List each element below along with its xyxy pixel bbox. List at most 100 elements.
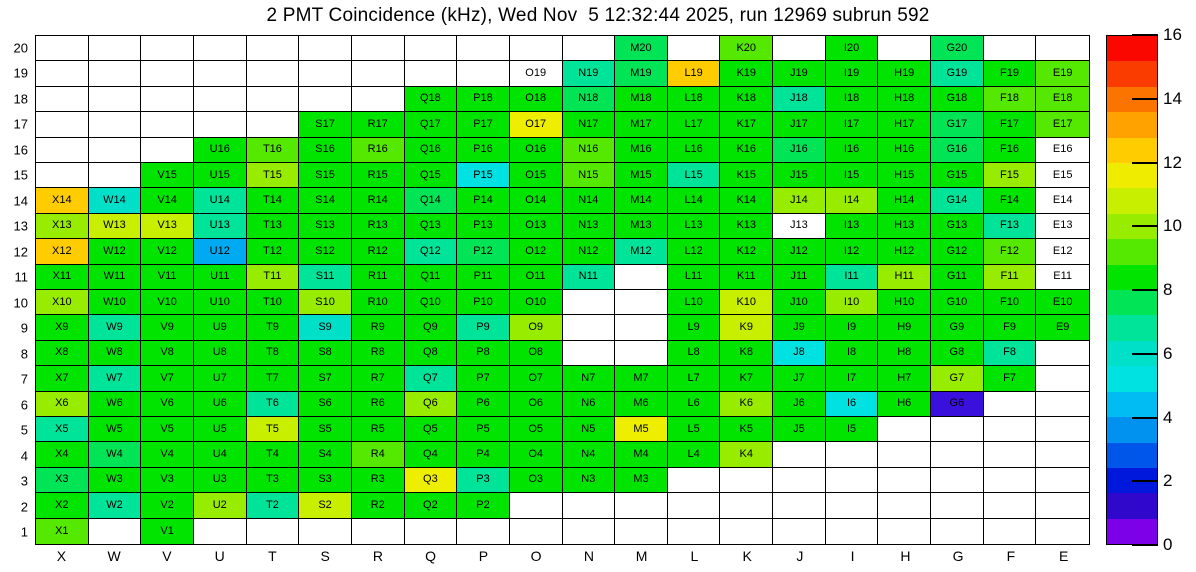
heatmap-cell-empty (36, 162, 89, 189)
heatmap-cell: W12 (88, 239, 142, 265)
heatmap-cell: L4 (667, 442, 721, 468)
heatmap-cell: M12 (615, 239, 668, 265)
heatmap-cell: V10 (141, 289, 194, 316)
heatmap-cell: N15 (562, 162, 616, 189)
heatmap-cell-empty (141, 112, 194, 138)
y-axis-tick-label: 13 (13, 218, 28, 234)
heatmap-cell-empty (984, 518, 1037, 544)
heatmap-cell: V12 (141, 239, 194, 265)
heatmap-cell: K11 (720, 264, 774, 290)
heatmap-cell-empty (825, 493, 879, 519)
heatmap-cell: X10 (36, 289, 89, 316)
y-axis-tick-label: 2 (20, 499, 28, 515)
heatmap-cell: K12 (720, 239, 774, 265)
heatmap-cell: Q16 (404, 137, 458, 163)
heatmap-cell: T6 (246, 391, 300, 417)
heatmap-cell: S3 (299, 467, 352, 494)
heatmap-cell: U16 (193, 137, 247, 163)
heatmap-cell: F9 (983, 315, 1037, 341)
heatmap-cell: W11 (88, 264, 142, 290)
heatmap-cell-empty (193, 36, 247, 62)
heatmap-cell: L14 (667, 188, 721, 214)
heatmap-cell: X14 (36, 188, 89, 214)
heatmap-cell: U14 (193, 188, 247, 214)
heatmap-cell: K14 (720, 188, 774, 214)
colorbar-tick-mark (1132, 34, 1158, 36)
heatmap-cell: I6 (825, 391, 879, 417)
heatmap-cell: X2 (36, 493, 89, 519)
colorbar-tick-label: 4 (1163, 407, 1173, 427)
x-axis-tick-label: S (320, 548, 330, 564)
heatmap-cell: V6 (141, 391, 194, 417)
y-axis-tick-label: 6 (20, 397, 28, 413)
heatmap-cell: O3 (509, 467, 563, 494)
heatmap-cell-empty (247, 518, 300, 544)
heatmap-cell: P3 (457, 467, 510, 494)
x-axis-tick-label: T (268, 548, 277, 564)
y-axis-tick-label: 20 (13, 40, 28, 56)
heatmap-cell: G20 (931, 36, 984, 62)
heatmap-cell-empty (931, 467, 984, 494)
heatmap-cell: K7 (720, 366, 774, 392)
heatmap-cell-empty (88, 162, 142, 189)
heatmap-cell: T4 (246, 442, 300, 468)
heatmap-cell-empty (720, 518, 774, 544)
colorbar-tick-mark (1132, 225, 1158, 228)
heatmap-cell: F14 (983, 188, 1037, 214)
heatmap-cell-empty (36, 61, 89, 87)
heatmap-cell-empty (509, 493, 563, 519)
heatmap-cell-empty (457, 36, 510, 62)
heatmap-cell: J15 (773, 162, 826, 189)
heatmap-cell: L15 (667, 162, 721, 189)
heatmap-cell: Q6 (404, 391, 458, 417)
heatmap-cell-empty (615, 493, 668, 519)
heatmap-cell: U13 (193, 213, 247, 240)
heatmap-cell: O9 (509, 315, 563, 341)
heatmap-cell: Q7 (404, 366, 458, 392)
heatmap-cell-empty (983, 442, 1037, 468)
heatmap-cell: U2 (193, 493, 247, 519)
heatmap-cell: E16 (1036, 137, 1089, 163)
heatmap-cell: G15 (931, 162, 984, 189)
heatmap-cell-empty (562, 315, 616, 341)
heatmap-cell: M7 (615, 366, 668, 392)
heatmap-cell: M5 (615, 416, 668, 443)
heatmap-cell: O18 (509, 86, 563, 113)
heatmap-cell: U3 (193, 467, 247, 494)
colorbar-band (1107, 239, 1157, 265)
colorbar (1106, 35, 1158, 545)
heatmap-cell: O7 (509, 366, 563, 392)
heatmap-cell: T15 (246, 162, 300, 189)
heatmap-cell-empty (615, 289, 668, 316)
heatmap-cell: V8 (141, 340, 194, 367)
heatmap-cell-empty (931, 416, 984, 443)
heatmap-cell: S12 (299, 239, 352, 265)
heatmap-cell: K4 (720, 442, 774, 468)
heatmap-cell: U11 (193, 264, 247, 290)
heatmap-cell: G18 (931, 86, 984, 113)
heatmap-cell: R3 (351, 467, 405, 494)
heatmap-cell-empty (931, 493, 984, 519)
heatmap-cell: J16 (773, 137, 826, 163)
heatmap-cell-empty (299, 518, 352, 544)
heatmap-cell: I16 (825, 137, 879, 163)
heatmap-cell: T8 (246, 340, 300, 367)
heatmap-cell: M20 (615, 36, 668, 62)
y-axis-tick-label: 15 (13, 167, 28, 183)
colorbar-tick-mark (1132, 161, 1158, 164)
heatmap-cell: O5 (509, 416, 563, 443)
heatmap-cell: L18 (667, 86, 721, 113)
heatmap-cell: W8 (88, 340, 142, 367)
heatmap-cell: S14 (299, 188, 352, 214)
heatmap-cell-empty (351, 36, 405, 62)
heatmap-cell: T10 (246, 289, 300, 316)
colorbar-tick-label: 14 (1163, 88, 1182, 108)
heatmap-cell: H14 (878, 188, 932, 214)
heatmap-cell: T16 (246, 137, 300, 163)
heatmap-cell-empty (983, 467, 1037, 494)
heatmap-cell: J13 (773, 213, 826, 240)
heatmap-cell: H8 (878, 340, 932, 367)
x-axis-tick-label: F (1006, 548, 1016, 564)
heatmap-cell: R9 (351, 315, 405, 341)
y-axis-tick-label: 18 (13, 91, 28, 107)
